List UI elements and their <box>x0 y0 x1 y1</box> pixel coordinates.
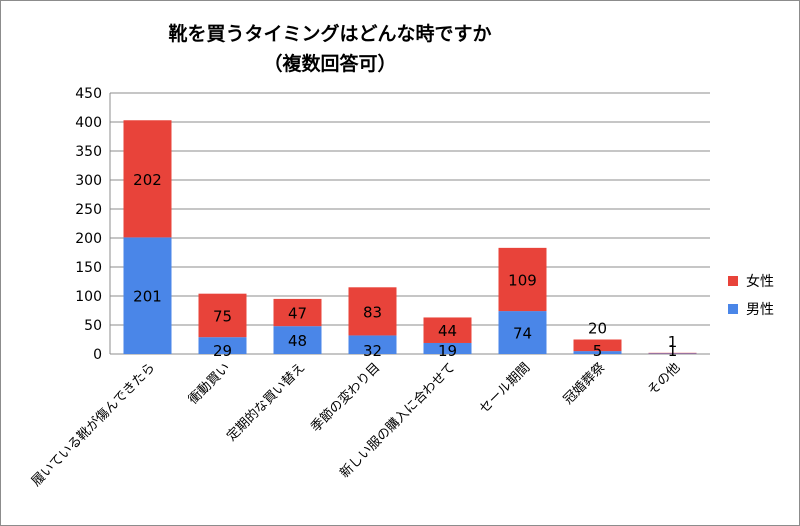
data-label: 20 <box>588 320 607 338</box>
bar-male <box>348 335 397 354</box>
bar-male <box>273 326 322 354</box>
y-tick-label: 300 <box>75 173 102 189</box>
bar-female <box>123 120 172 238</box>
legend-swatch <box>728 304 738 314</box>
data-label: 48 <box>288 332 307 350</box>
bar-female <box>498 247 547 312</box>
data-label: 109 <box>508 271 537 289</box>
y-tick-label: 350 <box>75 144 102 160</box>
data-label: 5 <box>593 342 603 360</box>
bar-male <box>498 311 547 354</box>
data-label: 1 <box>668 342 678 360</box>
x-category-label: 冠婚葬祭 <box>561 360 608 407</box>
x-category-label: 季節の変わり目 <box>308 360 384 436</box>
data-label: 19 <box>438 342 457 360</box>
bar-male <box>573 351 622 354</box>
y-tick-label: 0 <box>93 347 102 363</box>
bars-layer <box>123 120 697 354</box>
data-label: 83 <box>363 303 382 321</box>
legend-label: 女性 <box>746 273 774 290</box>
bar-female <box>423 317 472 343</box>
data-label: 201 <box>133 288 162 306</box>
x-category-label: 履いている靴が傷んできたら <box>29 360 158 489</box>
legend-swatch <box>728 276 738 286</box>
bar-female <box>273 298 322 327</box>
data-label: 75 <box>213 307 232 325</box>
data-label: 202 <box>133 171 162 189</box>
chart-subtitle: （複数回答可） <box>263 52 396 75</box>
x-category-label: セール期間 <box>477 360 534 417</box>
y-tick-label: 200 <box>75 231 102 247</box>
bar-female <box>348 287 397 336</box>
data-label: 1 <box>668 333 678 351</box>
x-category-label: 衝動買い <box>186 360 233 407</box>
data-label: 47 <box>288 305 307 323</box>
y-tick-label: 100 <box>75 289 102 305</box>
data-label: 44 <box>438 322 457 340</box>
bar-male <box>648 353 697 354</box>
legend-label: 男性 <box>746 302 774 318</box>
bar-male <box>423 342 472 354</box>
x-category-label: 定期的な買い替え <box>223 360 308 445</box>
x-category-label: その他 <box>645 360 683 398</box>
bar-male <box>123 237 172 354</box>
data-label: 29 <box>213 342 232 360</box>
bar-female <box>573 339 622 352</box>
bar-female <box>648 352 697 354</box>
y-tick-label: 450 <box>75 86 102 102</box>
chart-title: 靴を買うタイミングはどんな時ですか <box>168 22 491 45</box>
data-label: 32 <box>363 342 382 360</box>
bar-male <box>198 337 247 354</box>
y-tick-label: 150 <box>75 260 102 276</box>
y-tick-label: 50 <box>84 318 102 334</box>
y-tick-label: 400 <box>75 115 102 131</box>
y-tick-label: 250 <box>75 202 102 218</box>
data-label: 74 <box>513 325 532 343</box>
bar-female <box>198 293 247 338</box>
